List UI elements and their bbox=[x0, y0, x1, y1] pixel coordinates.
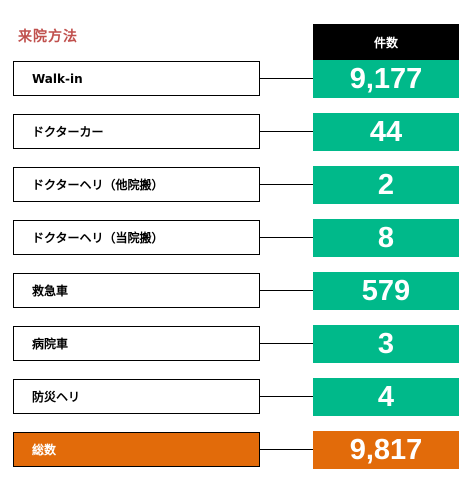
connector-line bbox=[260, 396, 313, 397]
row-value: 9,177 bbox=[313, 60, 459, 98]
row-doctor-heli-own: ドクターヘリ（当院搬） 8 bbox=[0, 219, 470, 257]
total-label: 総数 bbox=[13, 432, 260, 467]
row-value: 579 bbox=[313, 272, 459, 310]
row-label: Walk-in bbox=[13, 61, 260, 96]
row-label: 救急車 bbox=[13, 273, 260, 308]
row-value: 2 bbox=[313, 166, 459, 204]
connector-line bbox=[260, 131, 313, 132]
row-label: ドクターカー bbox=[13, 114, 260, 149]
row-disaster-heli: 防災ヘリ 4 bbox=[0, 378, 470, 416]
connector-line bbox=[260, 237, 313, 238]
row-doctor-car: ドクターカー 44 bbox=[0, 113, 470, 151]
row-value: 8 bbox=[313, 219, 459, 257]
row-label: ドクターヘリ（当院搬） bbox=[13, 220, 260, 255]
count-column-header: 件数 bbox=[313, 24, 459, 60]
connector-line bbox=[260, 78, 313, 79]
total-value: 9,817 bbox=[313, 431, 459, 469]
row-value: 3 bbox=[313, 325, 459, 363]
row-ambulance: 救急車 579 bbox=[0, 272, 470, 310]
row-hospital-car: 病院車 3 bbox=[0, 325, 470, 363]
connector-line bbox=[260, 449, 313, 450]
page-title: 来院方法 bbox=[18, 29, 78, 45]
row-label: 病院車 bbox=[13, 326, 260, 361]
row-walk-in: Walk-in 9,177 bbox=[0, 60, 470, 98]
row-doctor-heli-other: ドクターヘリ（他院搬） 2 bbox=[0, 166, 470, 204]
row-total: 総数 9,817 bbox=[0, 431, 470, 469]
connector-line bbox=[260, 184, 313, 185]
row-value: 44 bbox=[313, 113, 459, 151]
row-label: ドクターヘリ（他院搬） bbox=[13, 167, 260, 202]
connector-line bbox=[260, 343, 313, 344]
connector-line bbox=[260, 290, 313, 291]
row-value: 4 bbox=[313, 378, 459, 416]
row-label: 防災ヘリ bbox=[13, 379, 260, 414]
